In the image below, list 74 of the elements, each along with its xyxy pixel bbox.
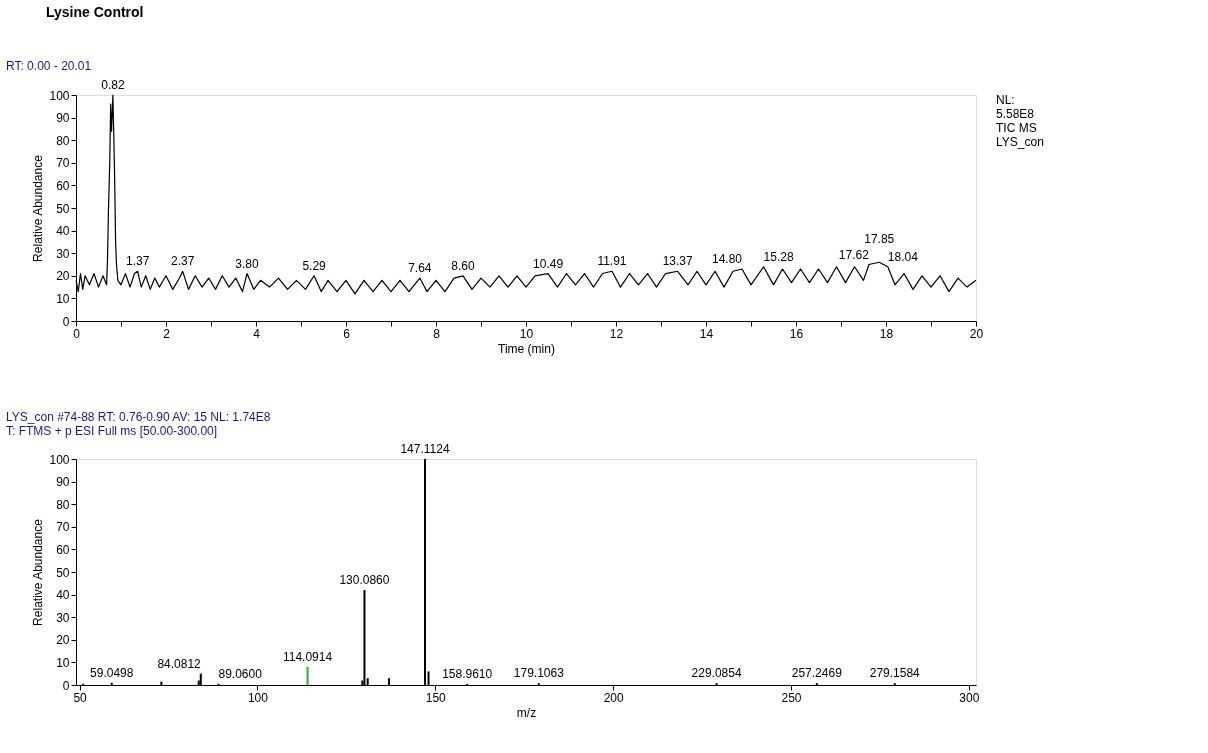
chart-title: Lysine Control [46,4,144,20]
x-tick-label: 2 [163,326,171,341]
annotation: 2.37 [170,254,195,269]
x-axis-title: m/z [516,705,537,720]
y-tick-label: 10 [56,655,70,670]
text: LYS_con #74-88 RT: 0.76-0.90 AV: 15 NL: 1.74E8 T: FTMS + p ESI Full ms [50.00-300.00] [6,410,271,438]
x-tick-label: 0 [73,326,81,341]
y-tick-label: 80 [56,133,70,148]
y-tick-label: 90 [56,475,70,490]
y-axis-title: Relative Abundance [31,154,46,262]
annotation: 84.0812 [157,656,202,671]
annotation: 10.49 [533,256,564,271]
x-tick-label: 6 [343,326,351,341]
text: NL: 5.58E8 TIC MS LYS_con [996,93,1044,149]
x-axis-title: Time (min) [498,341,555,356]
y-tick-label: 80 [56,497,70,512]
y-tick-label: 0 [62,314,70,329]
y-tick-label: 40 [56,224,70,239]
text: RT: 0.00 - 20.01 [6,59,92,73]
annotation: 279.1584 [869,666,921,681]
y-tick-label: 20 [56,633,70,648]
annotation: 13.37 [662,254,693,269]
bar [306,666,309,685]
annotation: 15.28 [763,249,794,264]
annotation: 1.37 [125,254,150,269]
annotation: 257.2469 [791,666,843,681]
y-tick-label: 90 [56,111,70,126]
y-tick-label: 30 [56,246,70,261]
x-tick-label: 18 [879,326,894,341]
annotation: 3.80 [235,256,259,271]
y-tick-label: 70 [56,520,70,535]
y-tick-label: 20 [56,269,70,284]
x-tick-label: 50 [73,690,88,705]
annotation: 17.85 [864,232,895,247]
annotation: 114.0914 [282,649,333,664]
annotation: 89.0600 [218,666,263,681]
y-tick-label: 40 [56,588,70,603]
annotation: 59.0498 [90,665,134,680]
x-tick-label: 14 [699,326,714,341]
annotation: 7.64 [408,261,432,276]
annotation: 147.1124 [400,442,450,456]
y-tick-label: 10 [56,291,70,306]
y-tick-label: 50 [56,201,70,216]
x-tick-label: 12 [609,326,624,341]
x-tick-label: 20 [969,326,984,341]
y-tick-label: 50 [56,565,70,580]
x-tick-label: 16 [789,326,804,341]
annotation: 229.0854 [691,666,742,681]
y-tick-label: 60 [56,542,70,557]
y-tick-label: 0 [62,678,70,693]
x-tick-label: 200 [603,690,624,705]
annotation: 18.04 [887,249,919,264]
annotation: 14.80 [711,252,743,267]
x-tick-label: 8 [433,326,441,341]
y-tick-label: 60 [56,178,70,193]
x-tick-label: 4 [253,326,261,341]
y-tick-label: 30 [56,610,70,625]
annotation: 0.82 [101,78,125,92]
x-tick-label: 150 [425,690,447,705]
x-tick-label: 250 [781,690,802,705]
annotation: 179.1063 [513,666,565,681]
x-tick-label: 100 [247,690,269,705]
y-axis-title: Relative Abundance [31,518,46,626]
annotation: 11.91 [597,254,627,269]
y-tick-label: 100 [49,452,70,467]
annotation: 8.60 [451,258,475,273]
x-tick-label: 10 [519,326,534,341]
annotation: 5.29 [302,258,327,273]
annotation: 130.0860 [339,573,390,588]
x-tick-label: 300 [959,690,980,705]
y-tick-label: 100 [49,88,70,103]
annotation: 17.62 [838,247,870,262]
annotation: 158.9610 [442,666,493,681]
y-tick-label: 70 [56,156,70,171]
